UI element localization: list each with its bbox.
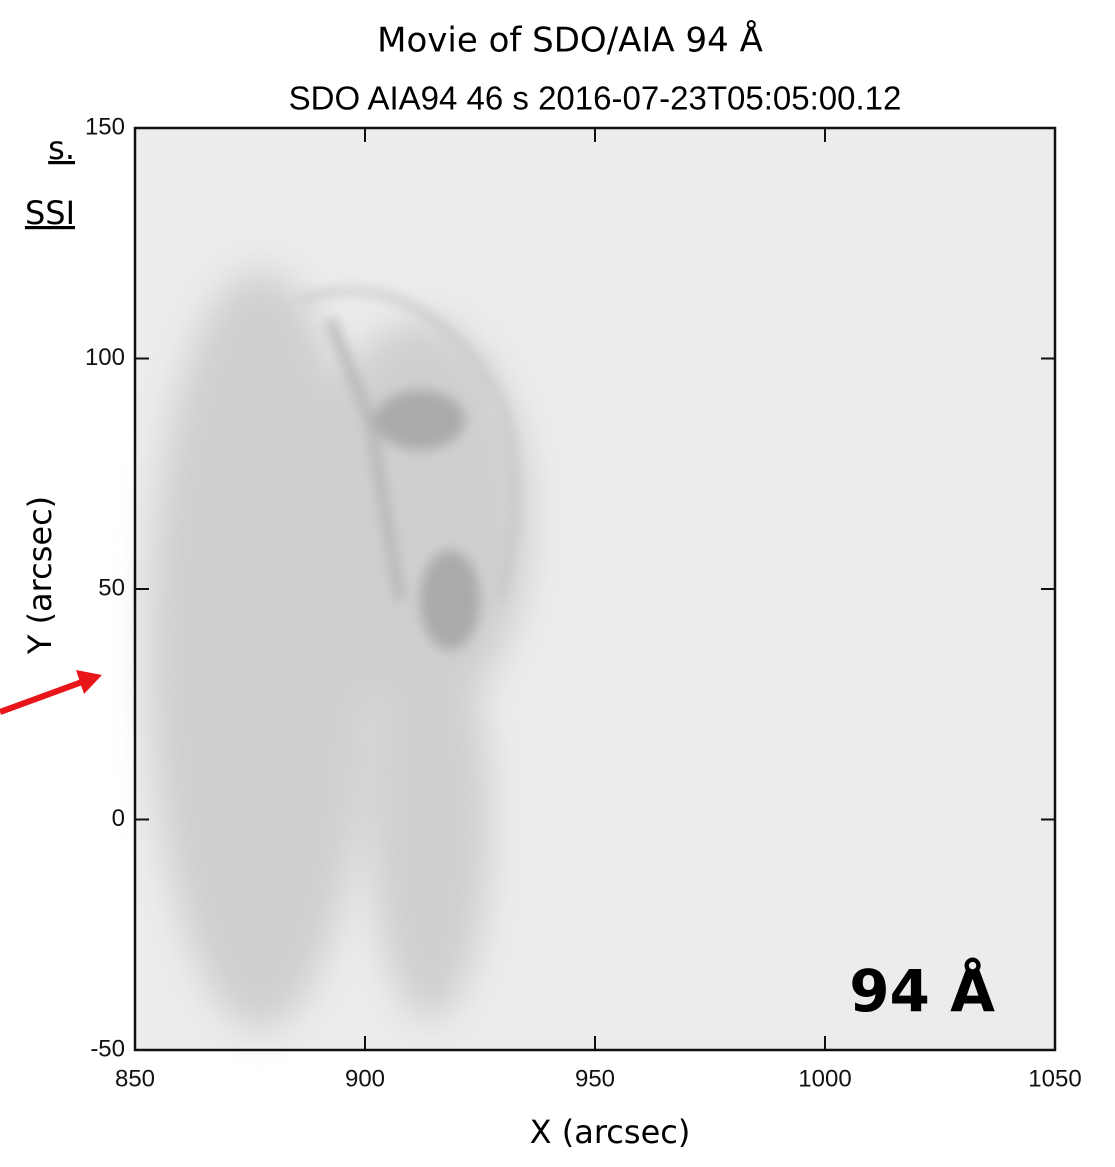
x-tick-label: 850 bbox=[115, 1065, 155, 1092]
x-axis-label: X (arcsec) bbox=[530, 1113, 691, 1151]
wavelength-label: 94 Å bbox=[849, 956, 995, 1025]
y-tick-label: 150 bbox=[85, 113, 125, 140]
y-tick-label: 0 bbox=[112, 805, 125, 832]
side-text: SSI bbox=[25, 194, 75, 232]
side-text: s. bbox=[48, 129, 75, 167]
pointer-arrow bbox=[0, 670, 102, 715]
title: Movie of SDO/AIA 94 Å bbox=[377, 20, 763, 61]
x-tick-label: 950 bbox=[575, 1065, 615, 1092]
x-tick-label: 1050 bbox=[1028, 1065, 1081, 1092]
y-tick-label: 100 bbox=[85, 344, 125, 371]
solar-image bbox=[135, 128, 1055, 1050]
y-tick-label: 50 bbox=[98, 574, 125, 601]
y-tick-label: -50 bbox=[90, 1035, 125, 1062]
x-tick-label: 1000 bbox=[798, 1065, 851, 1092]
subtitle: SDO AIA94 46 s 2016-07-23T05:05:00.12 bbox=[289, 80, 902, 117]
x-tick-label: 900 bbox=[345, 1065, 385, 1092]
y-axis-label: Y (arcsec) bbox=[21, 496, 59, 655]
